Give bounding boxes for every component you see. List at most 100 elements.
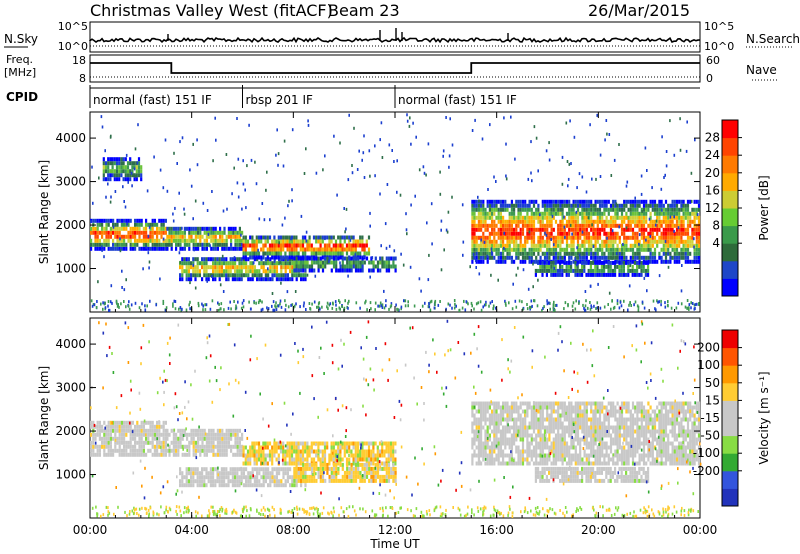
heatmap-cell xyxy=(651,207,654,212)
heatmap-cell xyxy=(600,268,603,273)
noise-cell xyxy=(176,162,178,165)
noise-cell xyxy=(643,276,646,280)
heatmap-cell xyxy=(623,251,626,256)
heatmap-cell xyxy=(541,239,544,244)
heatmap-cell xyxy=(242,243,245,248)
noise-cell xyxy=(537,278,539,282)
heatmap-cell xyxy=(675,227,679,232)
ground-scatter-cell xyxy=(235,304,237,308)
heatmap-cell xyxy=(208,230,211,235)
heatmap-cell xyxy=(321,264,325,269)
heatmap-cell xyxy=(473,227,476,232)
heatmap-cell xyxy=(319,235,322,240)
heatmap-cell xyxy=(585,251,588,256)
heatmap-cell xyxy=(140,440,143,445)
heatmap-cell xyxy=(638,272,641,277)
heatmap-cell xyxy=(216,246,219,251)
heatmap-cell xyxy=(519,247,522,252)
heatmap-cell xyxy=(273,467,276,472)
colorbar-tick-label: 8 xyxy=(712,219,720,233)
heatmap-cell xyxy=(107,452,110,457)
ground-scatter-cell xyxy=(447,302,450,306)
heatmap-cell xyxy=(337,441,340,446)
heatmap-cell xyxy=(317,470,320,475)
heatmap-cell xyxy=(249,235,252,240)
heatmap-cell xyxy=(590,255,593,260)
heatmap-cell xyxy=(145,452,148,457)
noise-cell xyxy=(571,232,573,236)
heatmap-cell xyxy=(499,243,502,248)
heatmap-cell xyxy=(508,255,511,260)
heatmap-cell xyxy=(299,474,303,479)
heatmap-cell xyxy=(90,432,93,437)
heatmap-cell xyxy=(497,247,500,252)
noise-cell xyxy=(660,187,663,191)
heatmap-cell xyxy=(120,448,123,453)
heatmap-cell xyxy=(253,273,256,278)
heatmap-cell xyxy=(153,436,156,441)
heatmap-cell xyxy=(158,432,161,437)
heatmap-cell xyxy=(136,424,139,429)
heatmap-cell xyxy=(98,448,101,453)
heatmap-cell xyxy=(264,257,267,262)
heatmap-cell xyxy=(629,219,632,224)
heatmap-cell xyxy=(290,461,294,466)
heatmap-cell xyxy=(662,239,665,244)
noise-cell xyxy=(544,231,546,235)
heatmap-cell xyxy=(616,259,619,264)
heatmap-cell xyxy=(636,235,639,240)
heatmap-cell xyxy=(179,436,182,441)
heatmap-cell xyxy=(145,222,148,227)
heatmap-cell xyxy=(312,251,316,256)
heatmap-cell xyxy=(589,268,592,273)
heatmap-cell xyxy=(218,479,221,484)
heatmap-cell xyxy=(645,243,648,248)
ground-scatter-cell xyxy=(317,305,320,309)
heatmap-cell xyxy=(199,444,202,449)
heatmap-cell xyxy=(186,238,189,243)
heatmap-cell xyxy=(508,235,511,240)
heatmap-cell xyxy=(209,483,212,488)
heatmap-cell xyxy=(651,203,654,208)
heatmap-cell xyxy=(499,239,502,244)
heatmap-cell xyxy=(346,260,349,265)
heatmap-cell xyxy=(326,251,329,256)
ground-scatter-cell xyxy=(305,308,307,311)
heatmap-cell xyxy=(264,239,267,244)
heatmap-cell xyxy=(638,255,641,260)
heatmap-cell xyxy=(550,207,553,212)
heatmap-cell xyxy=(660,259,663,264)
ground-scatter-cell xyxy=(584,308,587,312)
heatmap-cell xyxy=(234,257,237,262)
heatmap-cell xyxy=(164,420,167,425)
noise-cell xyxy=(136,161,139,165)
heatmap-cell xyxy=(497,215,500,220)
heatmap-cell xyxy=(559,243,562,248)
nave-tick-bottom: 0 xyxy=(706,72,713,85)
heatmap-cell xyxy=(142,444,145,449)
heatmap-cell xyxy=(244,453,247,458)
heatmap-cell xyxy=(90,452,93,457)
heatmap-cell xyxy=(134,436,137,441)
heatmap-cell xyxy=(475,429,478,434)
heatmap-cell xyxy=(112,238,115,243)
heatmap-cell xyxy=(620,264,623,269)
heatmap-cell xyxy=(605,215,608,220)
ground-scatter-cell xyxy=(455,304,457,308)
heatmap-cell xyxy=(339,239,342,244)
heatmap-cell xyxy=(245,467,248,472)
heatmap-cell xyxy=(598,203,602,208)
heatmap-cell xyxy=(227,436,230,441)
heatmap-cell xyxy=(565,203,569,208)
heatmap-cell xyxy=(260,247,263,252)
heatmap-cell xyxy=(614,219,617,224)
heatmap-cell xyxy=(129,432,132,437)
heatmap-cell xyxy=(660,247,663,252)
noise-cell xyxy=(174,206,176,210)
heatmap-cell xyxy=(543,227,547,232)
heatmap-cell xyxy=(166,238,169,243)
noise-cell xyxy=(532,262,534,266)
heatmap-cell xyxy=(234,261,237,266)
heatmap-cell xyxy=(138,218,141,223)
noise-cell xyxy=(667,252,669,256)
